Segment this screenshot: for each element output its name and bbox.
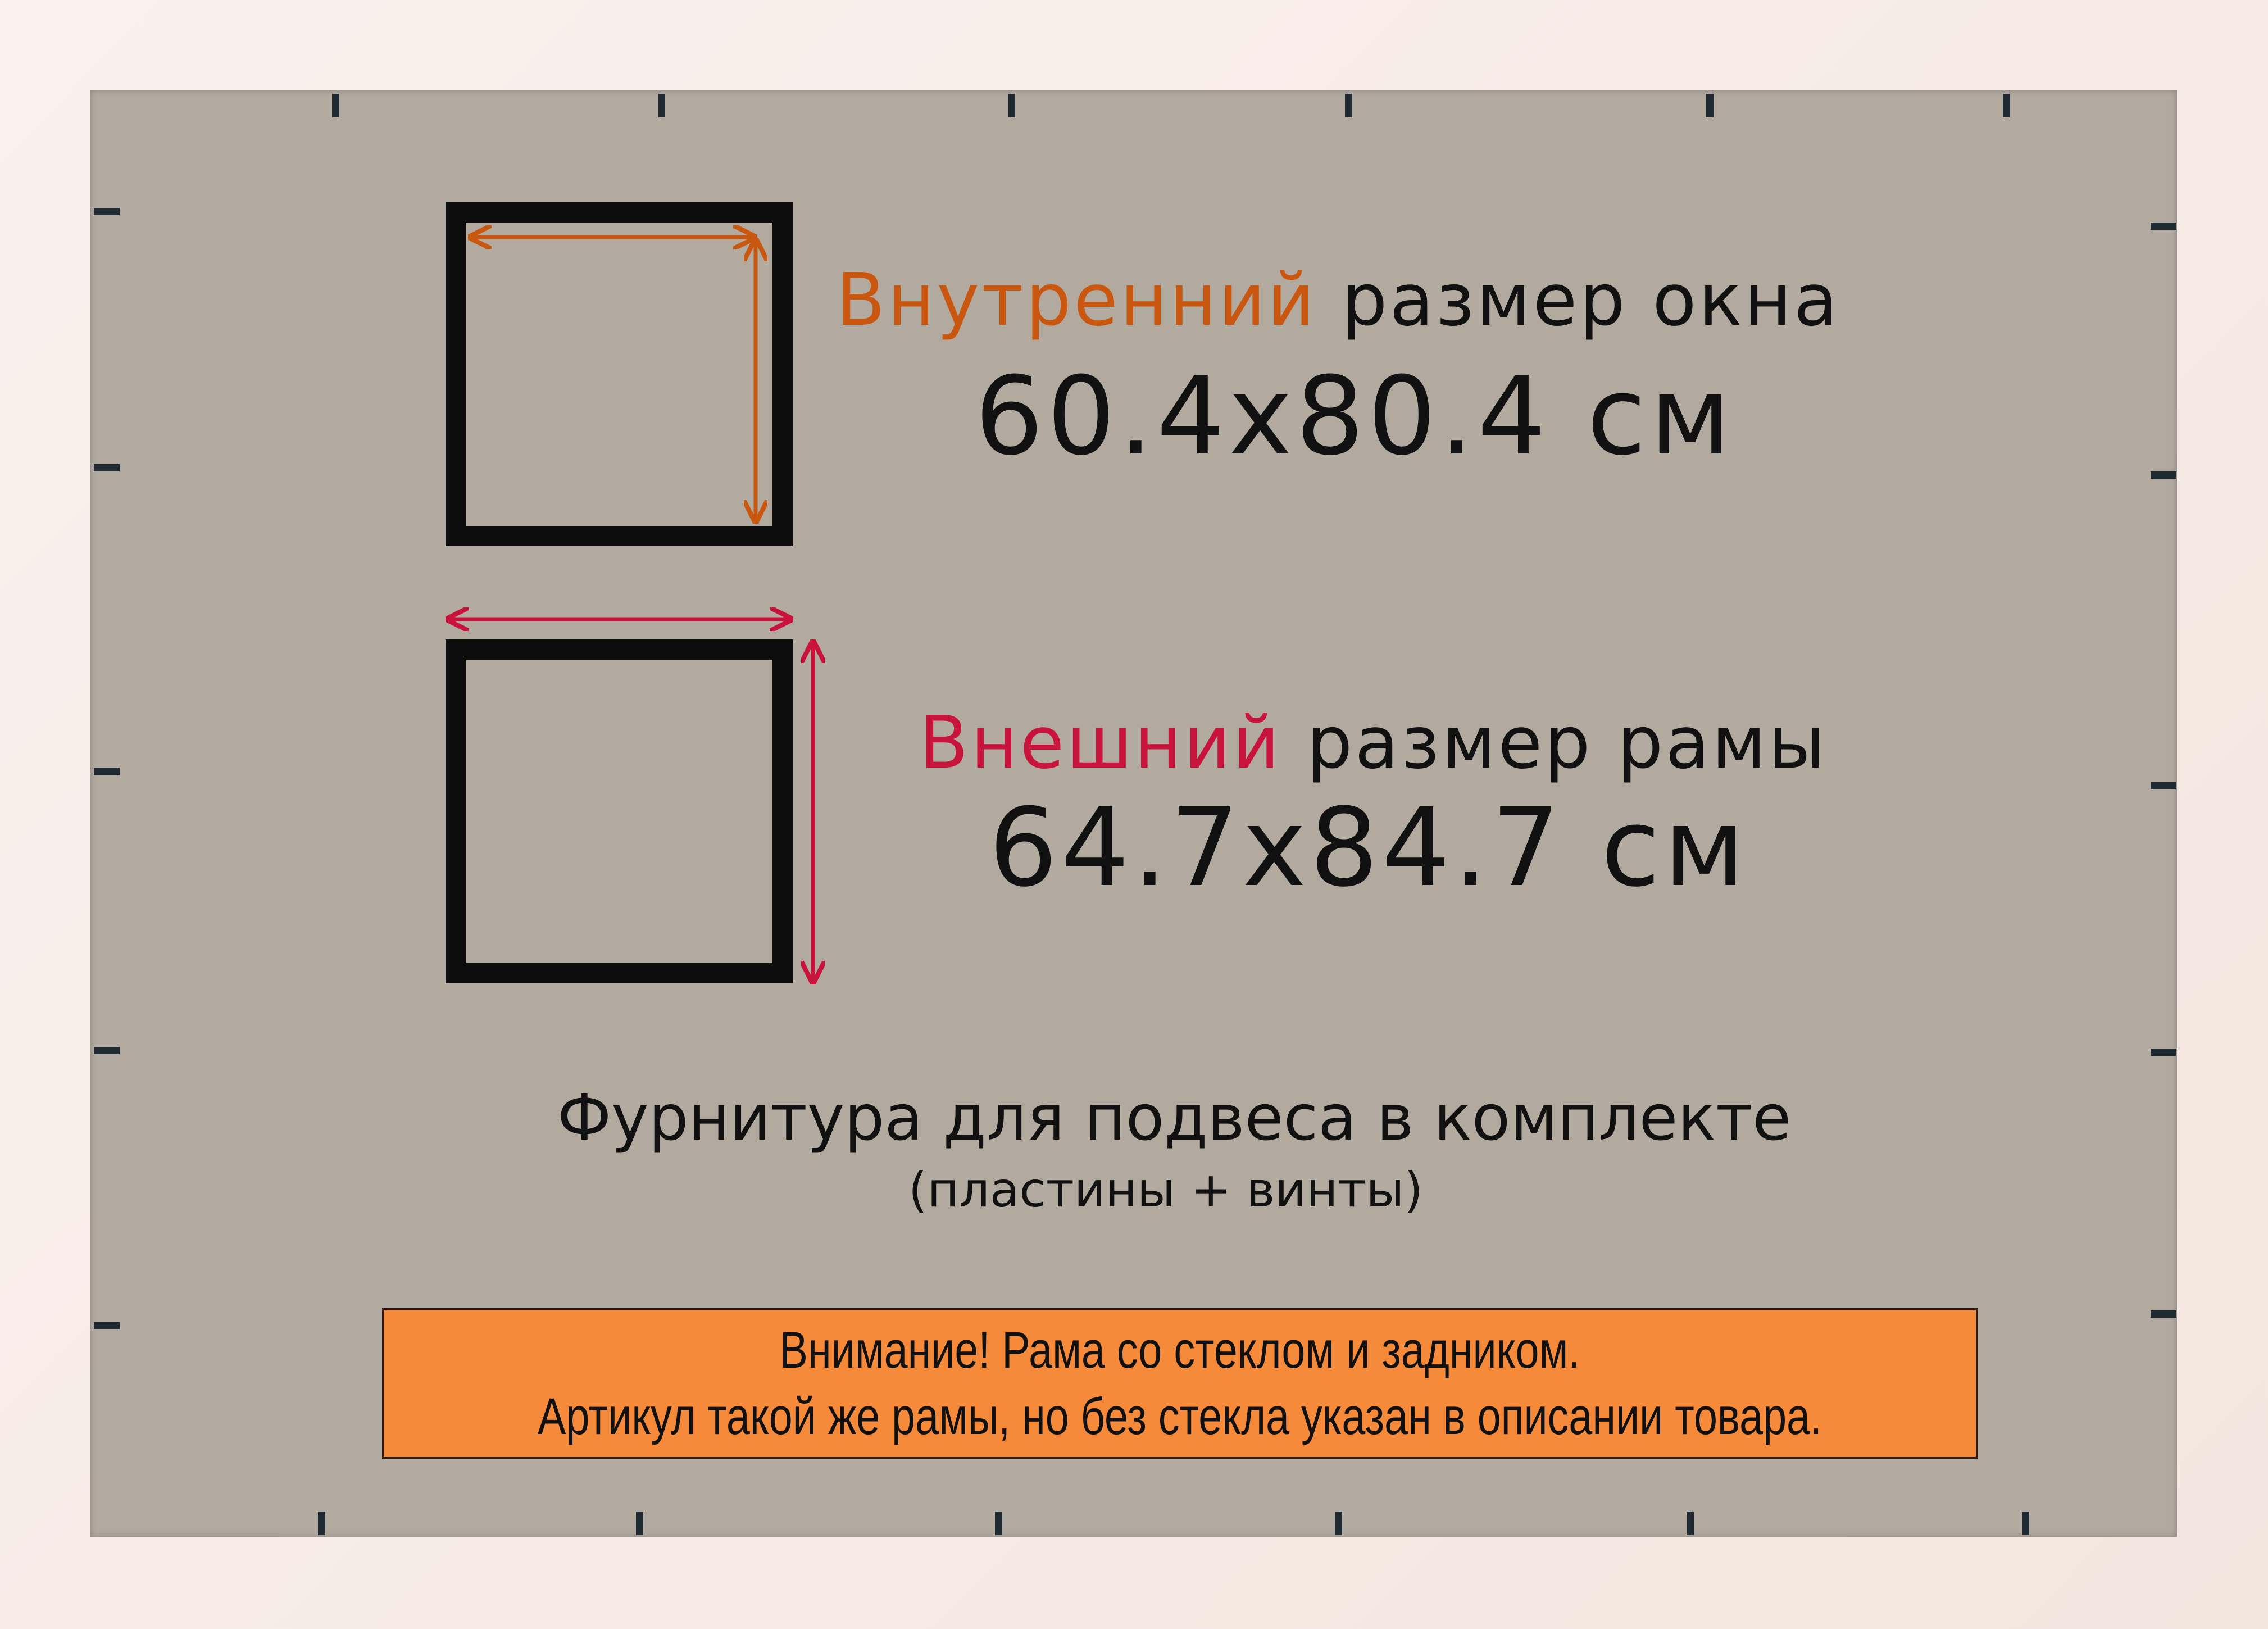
clip-mark (2151, 223, 2176, 230)
hardware-note: (пластины + винты) (908, 1162, 1423, 1218)
clip-mark (995, 1512, 1002, 1535)
inner-highlight: Внутренний (836, 258, 1317, 342)
clip-mark (2151, 1049, 2176, 1056)
clip-mark (1008, 94, 1015, 117)
notice-banner: Внимание! Рама со стеклом и задником. Ар… (382, 1308, 1978, 1459)
clip-mark (1706, 94, 1714, 117)
clip-mark (94, 1322, 120, 1329)
clip-mark (94, 208, 120, 215)
inner-size-label: Внутренний размер окна (836, 258, 1840, 342)
inner-size-diagram (446, 202, 793, 546)
clip-mark (2151, 782, 2176, 789)
clip-mark (1335, 1512, 1342, 1535)
clip-mark (318, 1512, 325, 1535)
clip-mark (94, 768, 120, 775)
clip-mark (332, 94, 339, 117)
clip-mark (2022, 1512, 2029, 1535)
clip-mark (94, 1047, 120, 1054)
inner-size-value: 60.4x80.4 см (975, 354, 1735, 479)
backing-board (90, 90, 2177, 1537)
notice-line-2: Артикул такой же рамы, но без стекла ука… (538, 1388, 1822, 1445)
inner-rest: размер окна (1316, 258, 1840, 342)
clip-mark (1687, 1512, 1694, 1535)
outer-size-label: Внешний размер рамы (919, 701, 1827, 785)
outer-size-value: 64.7x84.7 см (989, 786, 1749, 911)
clip-mark (94, 464, 120, 471)
outer-rest: размер рамы (1281, 701, 1828, 785)
outer-highlight: Внешний (919, 701, 1282, 785)
outer-size-diagram (446, 639, 793, 983)
clip-mark (636, 1512, 643, 1535)
clip-mark (1345, 94, 1352, 117)
clip-mark (2003, 94, 2010, 117)
clip-mark (2151, 1310, 2176, 1318)
hardware-title: Фурнитура для подвеса в комплекте (557, 1082, 1792, 1155)
notice-line-1: Внимание! Рама со стеклом и задником. (779, 1322, 1580, 1379)
clip-mark (658, 94, 665, 117)
clip-mark (2151, 471, 2176, 479)
